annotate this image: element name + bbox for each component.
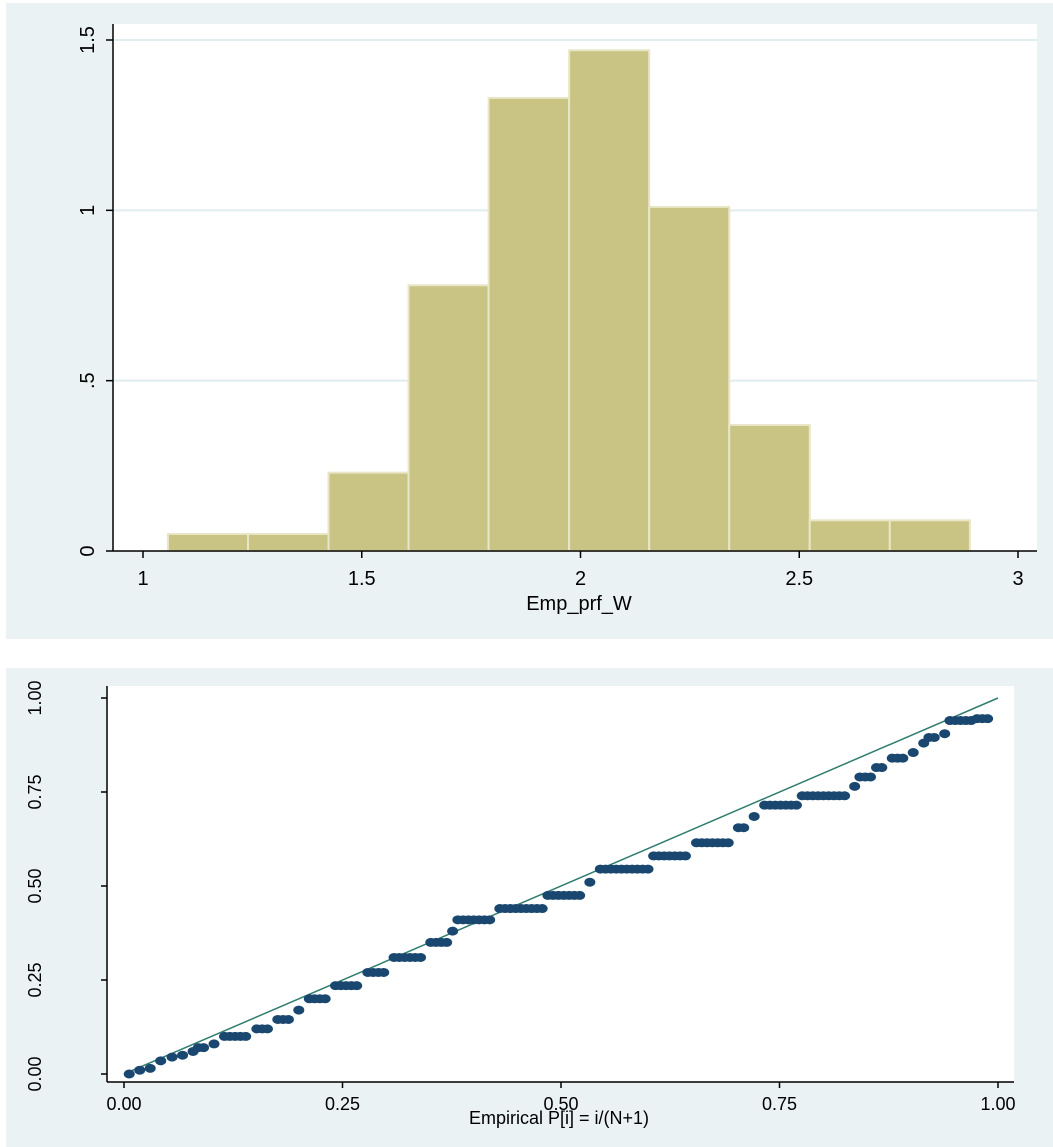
pp-plot-point — [642, 864, 654, 874]
pp-plot-point — [134, 1065, 146, 1075]
pp-plot-point — [208, 1039, 220, 1049]
histogram-bar — [487, 96, 571, 552]
pp-plot-diagonal-line — [123, 697, 999, 1075]
histogram-x-tick-label: 1.5 — [348, 568, 376, 590]
pp-plot-point — [447, 926, 459, 936]
histogram-x-ticks: 1 1.5 2 2.5 3 — [137, 551, 1024, 590]
pp-plot-x-axis-title: Empirical P[i] = i/(N+1) — [469, 1108, 649, 1128]
pp-plot-x-tick-label: 0.75 — [762, 1094, 797, 1114]
pp-plot-point — [738, 823, 750, 833]
pp-plot-point — [155, 1056, 167, 1066]
pp-plot-point — [123, 1069, 135, 1079]
pp-plot-point — [144, 1063, 156, 1073]
pp-plot-point — [319, 994, 331, 1004]
pp-plot-point — [293, 1005, 305, 1015]
pp-plot-y-tick-label: 0.50 — [25, 868, 45, 903]
histogram-bar — [648, 205, 731, 552]
pp-plot-point — [748, 811, 760, 821]
histogram-bar — [247, 532, 330, 553]
pp-plot-point — [928, 732, 940, 742]
pp-plot-point — [849, 781, 861, 791]
pp-plot-point — [282, 1014, 294, 1024]
histogram-bar — [808, 519, 891, 553]
pp-plot-point — [897, 753, 909, 763]
histogram-x-axis-title: Emp_prf_W — [526, 593, 632, 615]
pp-plot-point — [982, 714, 994, 724]
histogram-x-tick-label: 2.5 — [785, 568, 813, 590]
pp-plot-x-ticks: 0.00 0.25 0.50 0.75 1.00 — [106, 1082, 1016, 1114]
pp-plot-x-tick-label: 1.00 — [980, 1094, 1015, 1114]
pp-plot-point — [679, 851, 691, 861]
pp-plot-point — [177, 1050, 189, 1060]
histogram-y-ticks: 0 .5 1 1.5 — [77, 26, 113, 557]
pp-plot-point — [907, 748, 919, 758]
histogram-x-tick-label: 2 — [575, 568, 586, 590]
histogram-x-tick-label: 1 — [137, 568, 148, 590]
histogram-bar — [407, 284, 490, 552]
pp-plot-x-tick-label: 0.00 — [106, 1094, 141, 1114]
histogram-y-tick-label: 1 — [77, 205, 99, 216]
histogram-y-tick-label: 0 — [77, 545, 99, 556]
histogram-bar — [728, 423, 811, 553]
histogram-y-tick-label: 1.5 — [77, 26, 99, 54]
pp-plot-points — [123, 714, 994, 1079]
pp-plot-x-tick-label: 0.50 — [543, 1094, 578, 1114]
pp-plot-point — [441, 937, 453, 947]
histogram-y-tick-label: .5 — [77, 372, 99, 389]
pp-plot-point — [484, 915, 496, 925]
histogram-bar — [166, 532, 249, 553]
pp-plot-y-tick-label: 0.75 — [25, 774, 45, 809]
pp-plot-point — [240, 1031, 252, 1041]
histogram-axes — [112, 24, 1037, 552]
histogram-bar — [888, 519, 971, 553]
histogram-chart: 1 1.5 2 2.5 3 0 .5 1 1.5 Emp_prf_W — [6, 3, 1053, 639]
pp-plot-point — [166, 1052, 178, 1062]
pp-plot-point — [574, 890, 586, 900]
pp-plot-point — [351, 981, 363, 991]
pp-plot-point — [865, 772, 877, 782]
pp-plot-chart: 0.00 0.25 0.50 0.75 1.00 0.00 0.25 0.50 0.75 1.0… — [6, 668, 1053, 1147]
pp-plot-y-tick-label: 0.00 — [25, 1056, 45, 1091]
pp-plot-y-tick-label: 0.25 — [25, 962, 45, 997]
histogram-bar — [327, 471, 410, 552]
pp-plot-point — [415, 952, 427, 962]
pp-plot-x-tick-label: 0.25 — [325, 1094, 360, 1114]
pp-plot-point — [378, 967, 390, 977]
pp-plot-point — [584, 877, 596, 887]
histogram-bars — [166, 49, 971, 553]
pp-plot-point — [876, 763, 888, 773]
pp-plot-point — [790, 800, 802, 810]
histogram-x-tick-label: 3 — [1012, 568, 1023, 590]
pp-plot-point — [198, 1043, 210, 1053]
pp-plot-point — [722, 838, 734, 848]
pp-plot-reference-line — [123, 697, 999, 1075]
pp-plot-point — [536, 904, 548, 914]
histogram-bar — [568, 49, 651, 552]
pp-plot-y-ticks: 0.00 0.25 0.50 0.75 1.00 — [25, 680, 107, 1092]
pp-plot-point — [261, 1024, 273, 1034]
pp-plot-point — [939, 729, 951, 739]
pp-plot-y-tick-label: 1.00 — [25, 680, 45, 715]
pp-plot-point — [839, 791, 851, 801]
